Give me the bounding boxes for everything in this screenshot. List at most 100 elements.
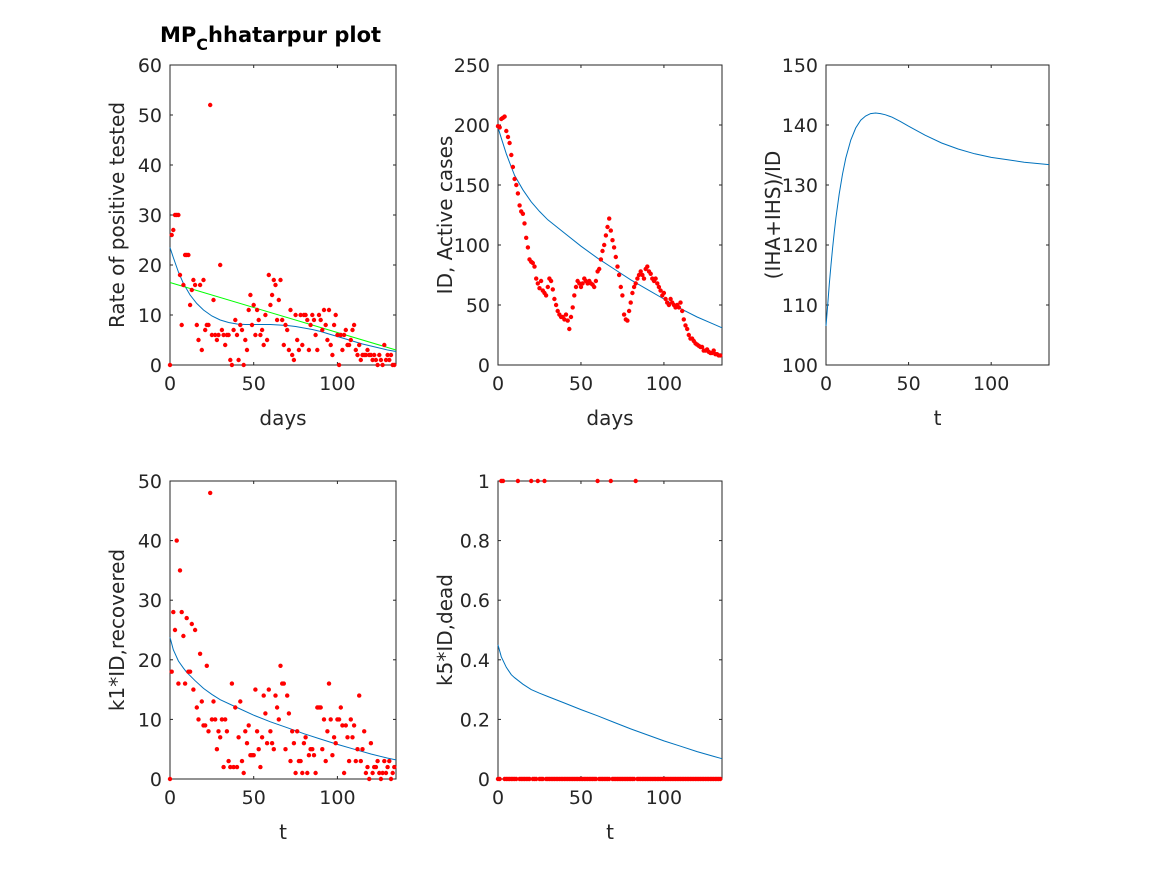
data-point [281, 681, 286, 686]
data-point [545, 284, 550, 290]
data-point [256, 747, 261, 752]
data-point [278, 663, 283, 668]
data-point [290, 729, 295, 734]
data-point [321, 717, 327, 722]
data-point [365, 347, 370, 353]
data-point [219, 327, 225, 333]
y-tick-label: 0 [478, 769, 490, 791]
data-point [515, 478, 521, 484]
data-point [216, 729, 221, 734]
data-point [244, 347, 250, 353]
data-point [385, 764, 390, 770]
data-point [340, 723, 345, 728]
data-point [338, 705, 343, 710]
data-point [258, 764, 263, 770]
data-point [640, 272, 645, 278]
data-point [529, 478, 534, 484]
data-point [269, 292, 275, 298]
data-point [288, 758, 293, 764]
data-point [597, 266, 602, 272]
data-point [176, 681, 181, 686]
data-point [580, 281, 585, 286]
data-point [336, 717, 342, 722]
data-point [593, 278, 599, 284]
x-tick-label: 50 [896, 373, 920, 395]
data-point [598, 257, 604, 262]
data-point [231, 327, 236, 333]
data-point [208, 102, 213, 108]
data-point [191, 277, 196, 283]
data-point [353, 758, 358, 764]
data-point [263, 312, 268, 318]
data-point [500, 478, 506, 484]
data-point [249, 322, 255, 328]
x-tick-label: 50 [569, 787, 593, 809]
data-point [209, 332, 215, 338]
data-point [258, 332, 263, 338]
data-point [363, 352, 369, 358]
x-tick-label: 100 [646, 787, 682, 809]
data-point [603, 233, 609, 238]
data-point [512, 176, 517, 182]
data-point [353, 347, 358, 353]
data-point [251, 753, 256, 758]
data-point [254, 729, 260, 734]
y-axis-label: (IHA+IHS)/ID [761, 151, 785, 280]
data-point [388, 776, 394, 782]
data-point [497, 125, 502, 130]
data-point [343, 723, 348, 728]
data-point [243, 337, 248, 343]
data-point [305, 770, 310, 776]
x-tick-label: 50 [569, 373, 593, 395]
y-tick-label: 40 [138, 155, 162, 177]
data-point [264, 741, 270, 746]
data-point [253, 332, 258, 338]
data-point [246, 723, 251, 728]
figure-title: MPChhatarpur plot [160, 23, 381, 54]
data-point [685, 326, 690, 332]
data-point [239, 327, 245, 333]
data-point [577, 281, 582, 286]
data-point [368, 352, 374, 358]
data-point [323, 322, 328, 328]
data-point [318, 317, 323, 323]
data-point [562, 317, 567, 322]
data-point [351, 723, 357, 728]
data-point [197, 651, 203, 656]
data-point [514, 182, 519, 188]
data-point [276, 297, 281, 303]
data-point [320, 747, 325, 752]
data-point [296, 347, 302, 353]
data-point [291, 741, 297, 746]
data-point [711, 348, 716, 353]
y-axis-label: k5*ID,dead [433, 574, 457, 686]
data-point [261, 342, 266, 348]
data-point [184, 615, 189, 621]
data-point [303, 312, 308, 318]
data-point [567, 326, 572, 332]
data-point [608, 478, 613, 484]
data-point [305, 317, 310, 323]
data-point [373, 357, 379, 363]
data-point [509, 152, 514, 158]
data-point [555, 308, 560, 314]
data-point [197, 282, 203, 288]
data-point [244, 741, 250, 746]
data-point [298, 758, 303, 764]
data-point [169, 232, 174, 238]
y-tick-label: 0.4 [460, 650, 490, 672]
data-point [573, 284, 579, 290]
data-point [276, 717, 281, 722]
data-point [285, 327, 290, 333]
data-point [214, 747, 220, 752]
data-point [358, 758, 363, 764]
title-subscript: C [196, 35, 208, 54]
data-point [271, 747, 276, 752]
data-point [350, 327, 355, 333]
y-tick-label: 250 [454, 55, 490, 77]
data-point [631, 776, 637, 782]
data-point [633, 478, 638, 484]
data-point [179, 322, 184, 328]
data-point [233, 317, 238, 323]
data-point [683, 323, 688, 328]
